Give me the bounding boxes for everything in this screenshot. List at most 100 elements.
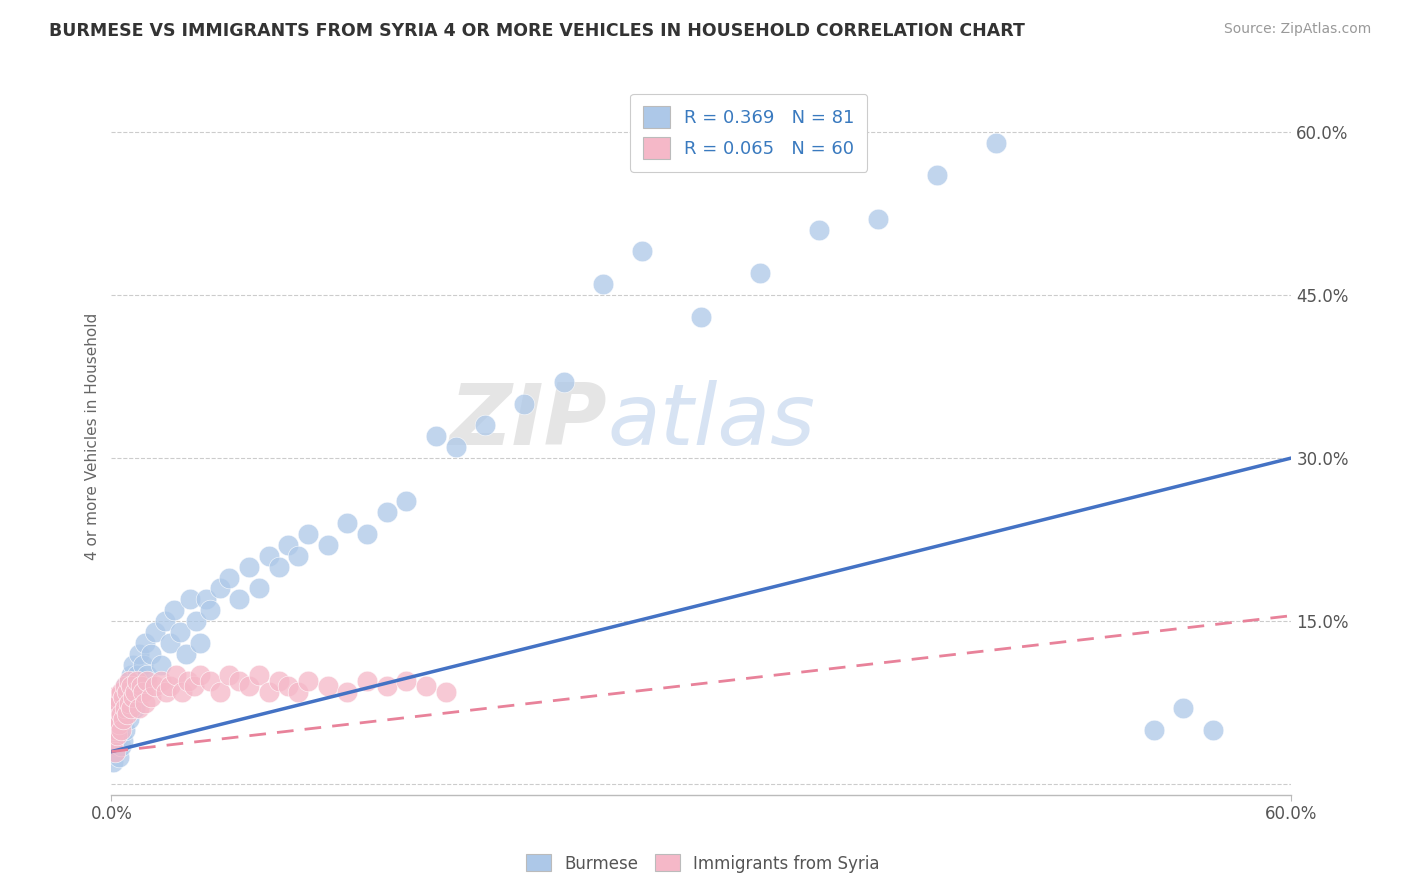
Point — [868, 211, 890, 226]
Point — [297, 673, 319, 688]
Point — [134, 636, 156, 650]
Point — [143, 679, 166, 693]
Point — [115, 685, 138, 699]
Point — [592, 277, 614, 291]
Point — [125, 668, 148, 682]
Point — [356, 527, 378, 541]
Point — [238, 679, 260, 693]
Point — [128, 701, 150, 715]
Point — [267, 673, 290, 688]
Point — [238, 559, 260, 574]
Point — [690, 310, 713, 324]
Point — [356, 673, 378, 688]
Point — [808, 222, 831, 236]
Point — [149, 673, 172, 688]
Point — [110, 706, 132, 721]
Point — [395, 494, 418, 508]
Point — [159, 679, 181, 693]
Point — [103, 733, 125, 747]
Point — [104, 723, 127, 737]
Legend: Burmese, Immigrants from Syria: Burmese, Immigrants from Syria — [519, 847, 887, 880]
Point — [118, 712, 141, 726]
Point — [228, 592, 250, 607]
Point — [153, 614, 176, 628]
Point — [749, 266, 772, 280]
Point — [208, 685, 231, 699]
Point — [103, 723, 125, 737]
Point — [124, 679, 146, 693]
Point — [110, 717, 132, 731]
Legend: R = 0.369   N = 81, R = 0.065   N = 60: R = 0.369 N = 81, R = 0.065 N = 60 — [630, 94, 868, 172]
Point — [316, 538, 339, 552]
Point — [183, 679, 205, 693]
Point — [105, 712, 128, 726]
Point — [277, 538, 299, 552]
Point — [104, 745, 127, 759]
Point — [124, 701, 146, 715]
Point — [169, 624, 191, 639]
Point — [118, 673, 141, 688]
Point — [120, 696, 142, 710]
Point — [174, 647, 197, 661]
Point — [103, 690, 125, 705]
Point — [257, 685, 280, 699]
Point — [247, 582, 270, 596]
Point — [184, 614, 207, 628]
Point — [1202, 723, 1225, 737]
Point — [120, 701, 142, 715]
Point — [110, 723, 132, 737]
Point — [474, 418, 496, 433]
Point — [114, 723, 136, 737]
Y-axis label: 4 or more Vehicles in Household: 4 or more Vehicles in Household — [86, 312, 100, 560]
Point — [125, 673, 148, 688]
Point — [139, 690, 162, 705]
Point — [122, 690, 145, 705]
Point — [1173, 701, 1195, 715]
Point — [165, 668, 187, 682]
Point — [228, 673, 250, 688]
Point — [129, 679, 152, 693]
Point — [108, 712, 131, 726]
Point — [114, 706, 136, 721]
Point — [177, 673, 200, 688]
Point — [108, 717, 131, 731]
Text: atlas: atlas — [607, 380, 815, 464]
Point — [105, 701, 128, 715]
Point — [112, 690, 135, 705]
Point — [110, 685, 132, 699]
Point — [986, 136, 1008, 150]
Point — [1143, 723, 1166, 737]
Point — [115, 690, 138, 705]
Point — [120, 668, 142, 682]
Point — [112, 712, 135, 726]
Point — [104, 712, 127, 726]
Point — [155, 685, 177, 699]
Point — [122, 657, 145, 672]
Point — [553, 375, 575, 389]
Point — [316, 679, 339, 693]
Point — [163, 603, 186, 617]
Point — [434, 685, 457, 699]
Point — [425, 429, 447, 443]
Point — [105, 690, 128, 705]
Point — [103, 756, 125, 770]
Point — [277, 679, 299, 693]
Point — [143, 624, 166, 639]
Point — [122, 690, 145, 705]
Point — [375, 679, 398, 693]
Point — [105, 728, 128, 742]
Point — [631, 244, 654, 259]
Point — [108, 728, 131, 742]
Point — [247, 668, 270, 682]
Point — [267, 559, 290, 574]
Point — [198, 603, 221, 617]
Point — [118, 673, 141, 688]
Point — [108, 750, 131, 764]
Point — [120, 679, 142, 693]
Point — [112, 690, 135, 705]
Point — [115, 706, 138, 721]
Point — [218, 571, 240, 585]
Point — [110, 706, 132, 721]
Point — [218, 668, 240, 682]
Point — [336, 516, 359, 531]
